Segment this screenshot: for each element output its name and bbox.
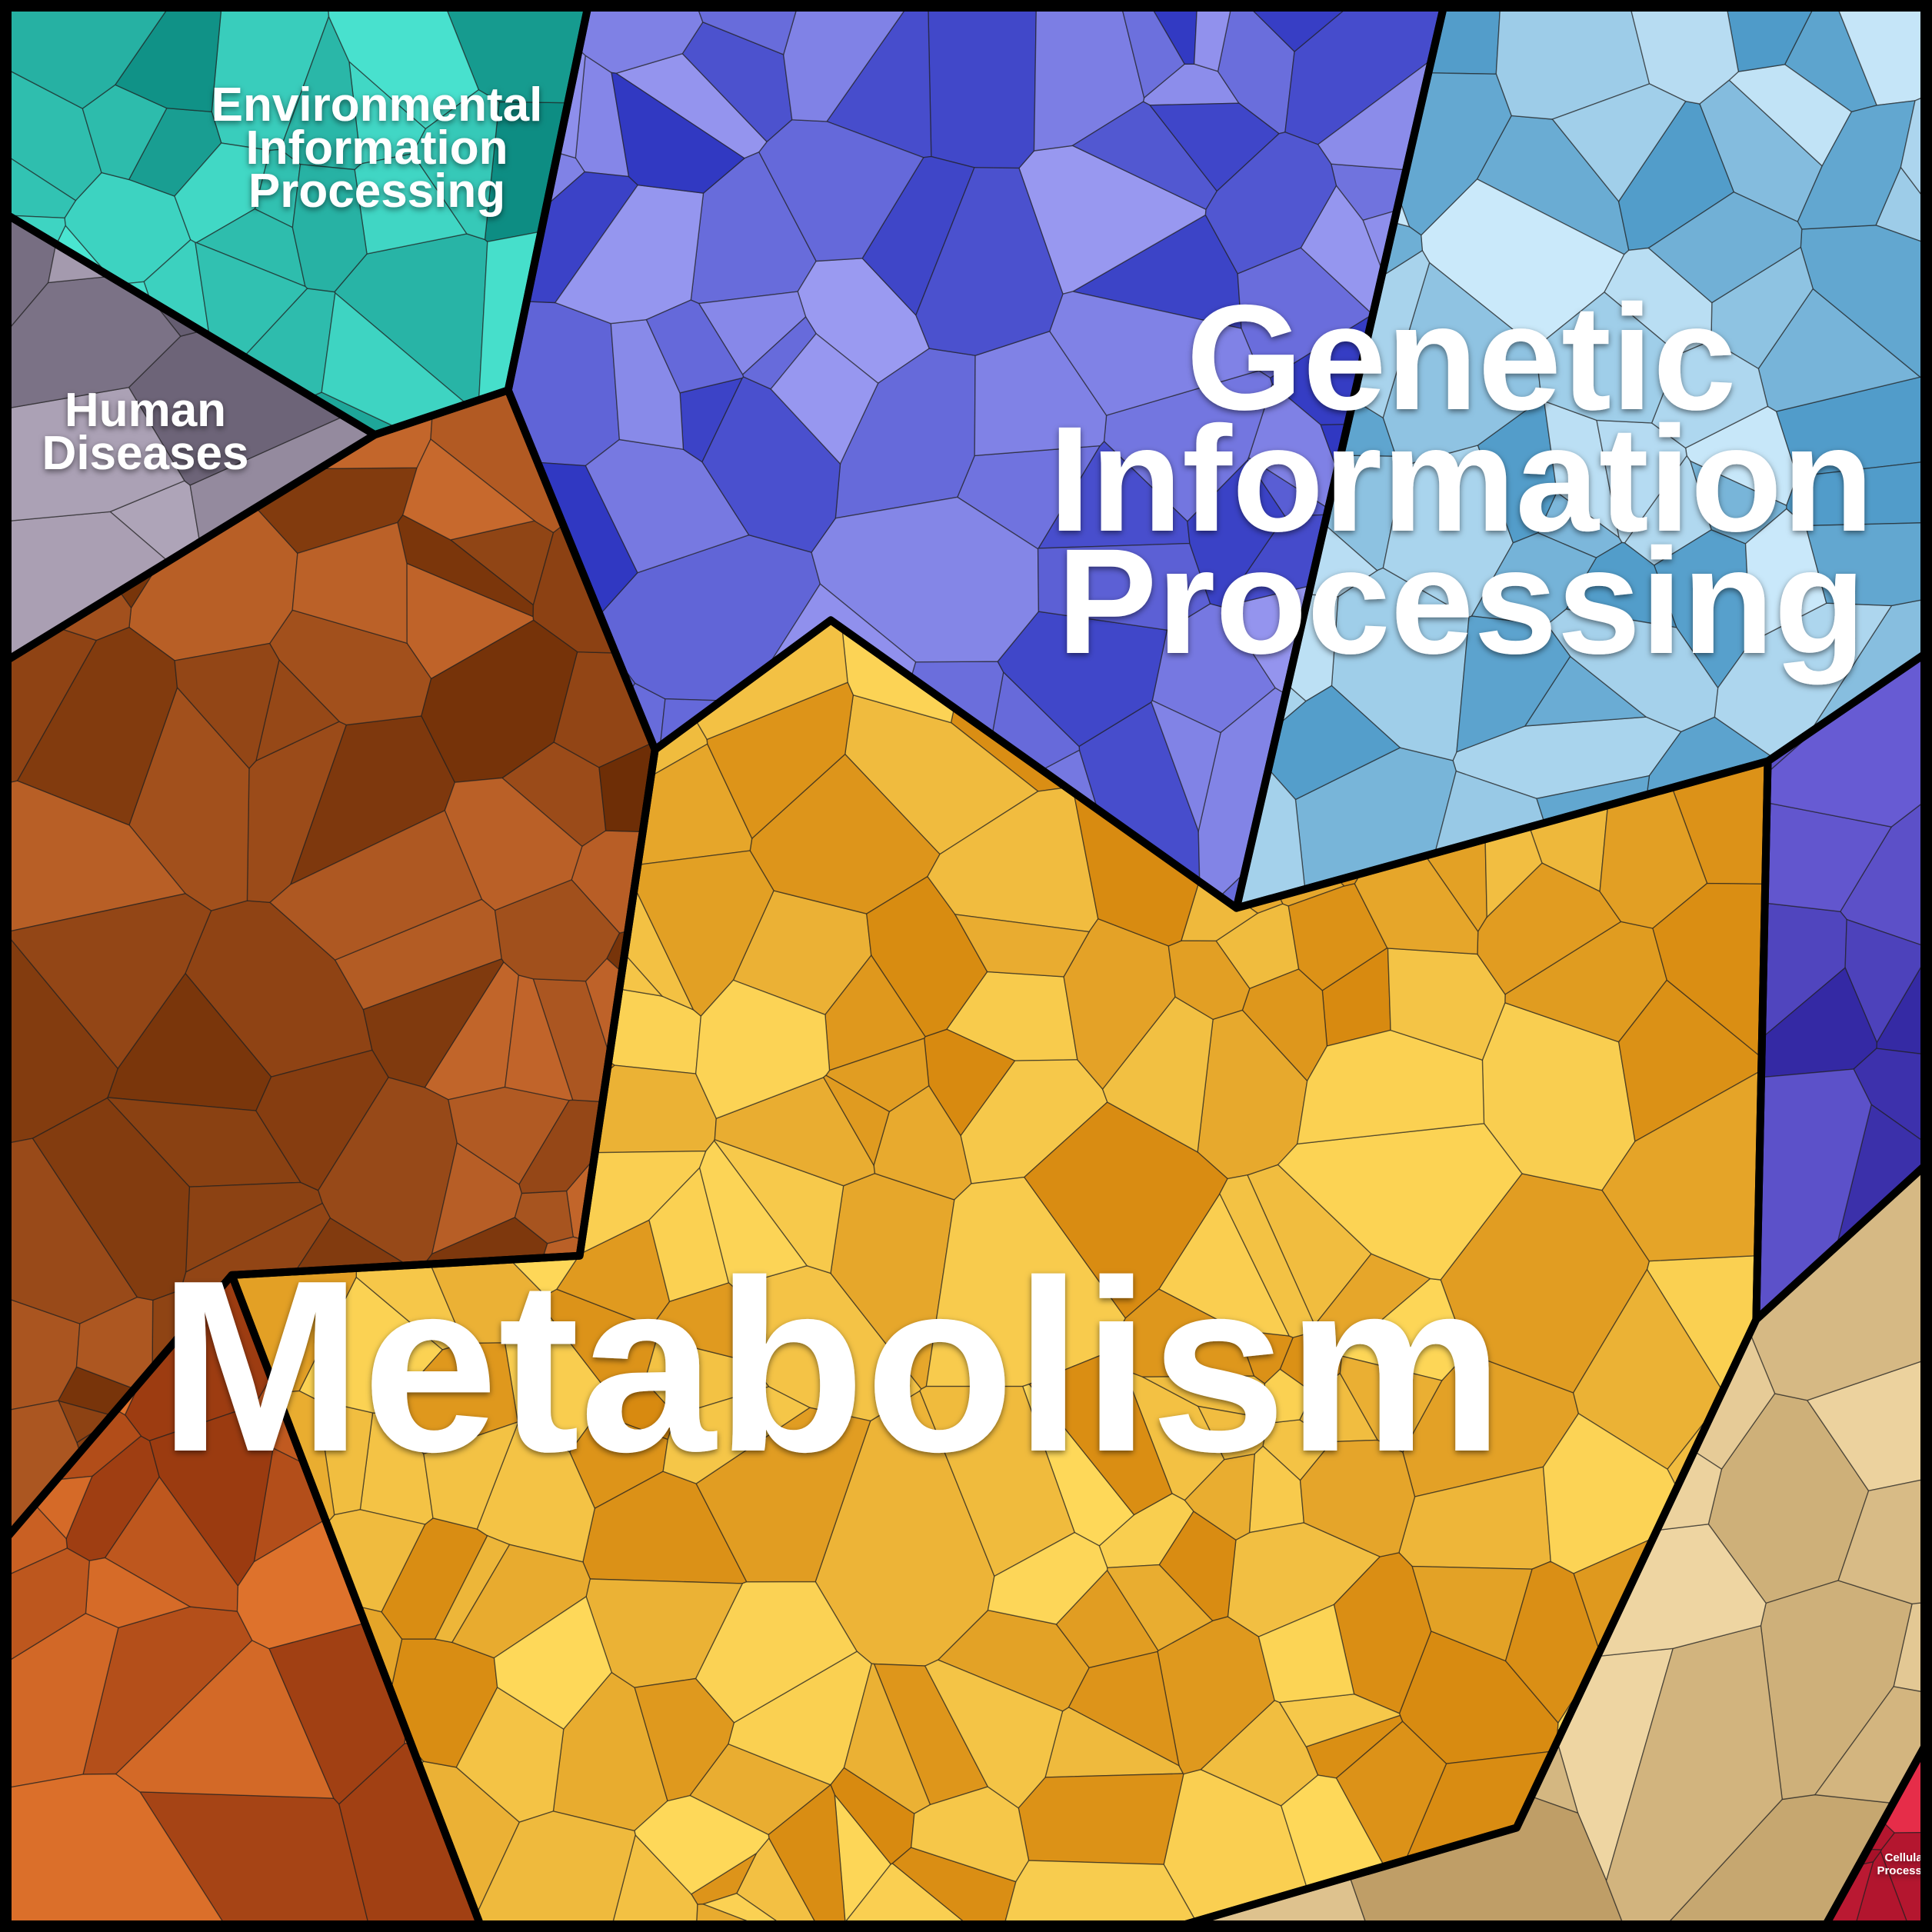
svg-text:Metabolism: Metabolism: [158, 1230, 1504, 1503]
svg-text:Processing: Processing: [248, 165, 505, 218]
svg-text:Diseases: Diseases: [42, 427, 249, 480]
svg-text:Processing: Processing: [1057, 518, 1865, 685]
